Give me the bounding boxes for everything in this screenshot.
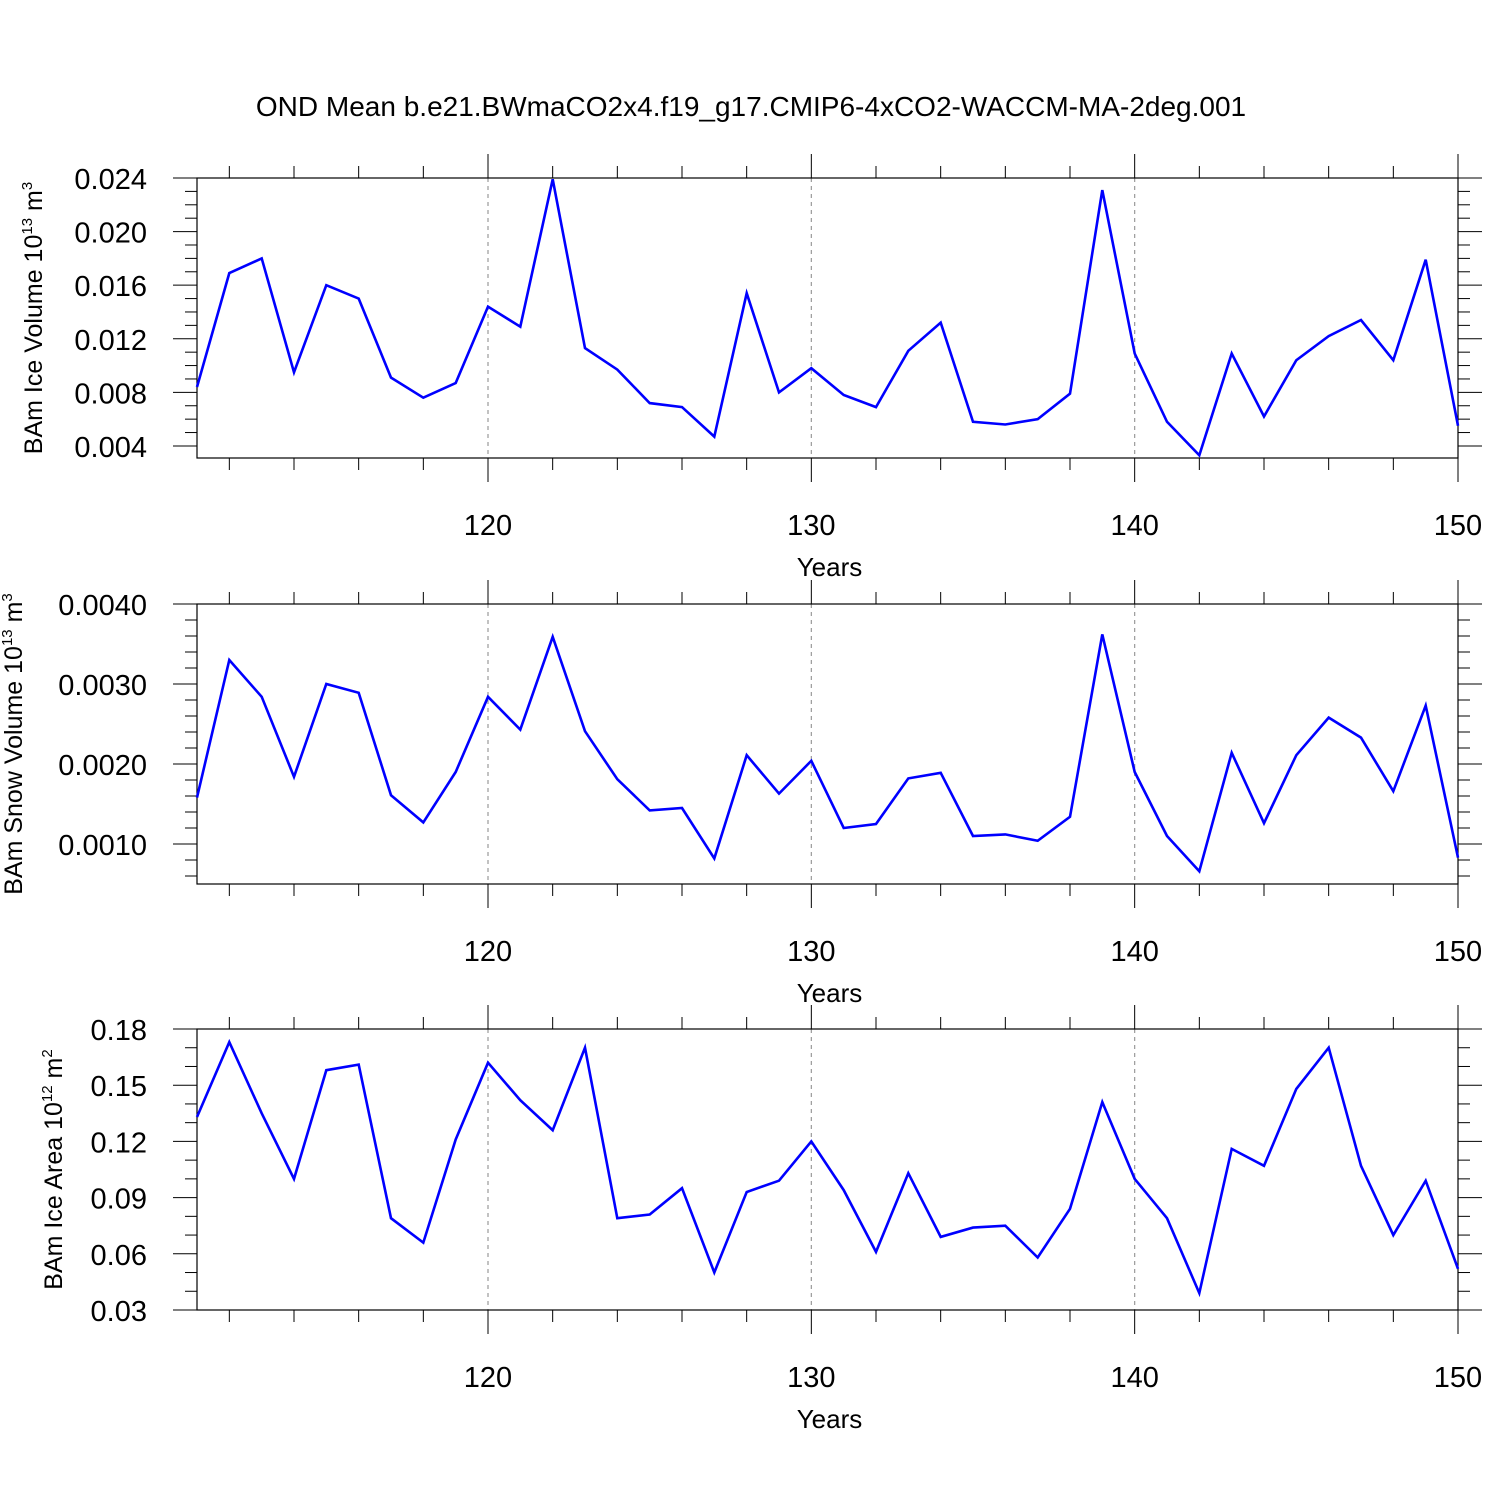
y-axis-label: BAm Ice Volume 1013 m3 (19, 182, 48, 454)
plot-frame (196, 1028, 1459, 1311)
x-tick-label: 150 (1434, 1362, 1482, 1394)
panel-1: 0.004 0.008 0.012 0.016 0.020 0.024 120 130 140 1… (19, 154, 1482, 582)
y-axis-label: BAm Ice Area 1012 m2 (39, 1049, 68, 1289)
y-tick-label: 0.03 (91, 1296, 147, 1328)
y-tick-label: 0.0020 (58, 750, 147, 782)
y-tick-label: 0.0030 (58, 670, 147, 702)
y-axis-label-unit-exp: 3 (0, 593, 16, 601)
y-axis-label-unit: m (0, 602, 28, 630)
y-axis-label: BAm Snow Volume 1013 m3 (0, 593, 28, 895)
x-tick-label: 130 (787, 510, 835, 542)
y-axis-label-text: BAm Ice Volume 10 (20, 235, 48, 455)
series-line (195, 632, 1460, 874)
x-axis-label: Years (797, 552, 863, 582)
y-tick-label: 0.0040 (58, 590, 147, 622)
x-tick-label: 140 (1110, 510, 1158, 542)
x-tick-label: 150 (1434, 510, 1482, 542)
y-tick-label: 0.012 (74, 325, 147, 357)
y-tick-label: 0.024 (74, 164, 147, 196)
x-tick-label: 150 (1434, 936, 1482, 968)
x-tick-label: 120 (464, 1362, 512, 1394)
x-tick-label: 140 (1110, 1362, 1158, 1394)
y-tick-label: 0.016 (74, 271, 147, 303)
y-tick-label: 0.15 (91, 1071, 147, 1103)
x-tick-label: 130 (787, 1362, 835, 1394)
x-tick-label: 120 (464, 936, 512, 968)
y-axis-label-exp: 12 (39, 1085, 56, 1102)
y-axis-label-exp: 13 (19, 218, 36, 235)
y-tick-label: 0.020 (74, 218, 147, 250)
y-tick-label: 0.0010 (58, 830, 147, 862)
x-tick-label: 130 (787, 936, 835, 968)
chart-title: OND Mean b.e21.BWmaCO2x4.f19_g17.CMIP6-4… (256, 91, 1246, 122)
y-axis-label-text: BAm Ice Area 10 (40, 1102, 68, 1290)
x-axis-label: Years (797, 978, 863, 1008)
x-tick-label: 140 (1110, 936, 1158, 968)
x-axis-label: Years (797, 1404, 863, 1434)
y-tick-label: 0.12 (91, 1127, 147, 1159)
plot-frame (196, 177, 1459, 459)
x-tick-label: 120 (464, 510, 512, 542)
y-tick-label: 0.18 (91, 1015, 147, 1047)
y-axis-label-text: BAm Snow Volume 10 (0, 646, 28, 895)
panel-2: 0.0010 0.0020 0.0030 0.0040 120 130 140 150 Year… (0, 580, 1482, 1008)
y-tick-label: 0.09 (91, 1184, 147, 1216)
y-axis-label-unit-exp: 3 (19, 182, 36, 190)
y-axis-label-unit: m (20, 190, 48, 218)
series-line (195, 179, 1460, 458)
y-axis-label-unit: m (40, 1058, 68, 1086)
y-tick-label: 0.008 (74, 378, 147, 410)
plot-frame (196, 603, 1459, 885)
y-axis-label-exp: 13 (0, 629, 16, 646)
series-line (195, 1038, 1460, 1298)
y-tick-label: 0.004 (74, 432, 147, 464)
y-tick-label: 0.06 (91, 1240, 147, 1272)
chart-panels: 0.004 0.008 0.012 0.016 0.020 0.024 120 130 140 1… (0, 154, 1482, 1434)
panel-3: 0.03 0.06 0.09 0.12 0.15 0.18 120 130 140 150 Year… (39, 1005, 1482, 1434)
y-axis-label-unit-exp: 2 (39, 1049, 56, 1057)
